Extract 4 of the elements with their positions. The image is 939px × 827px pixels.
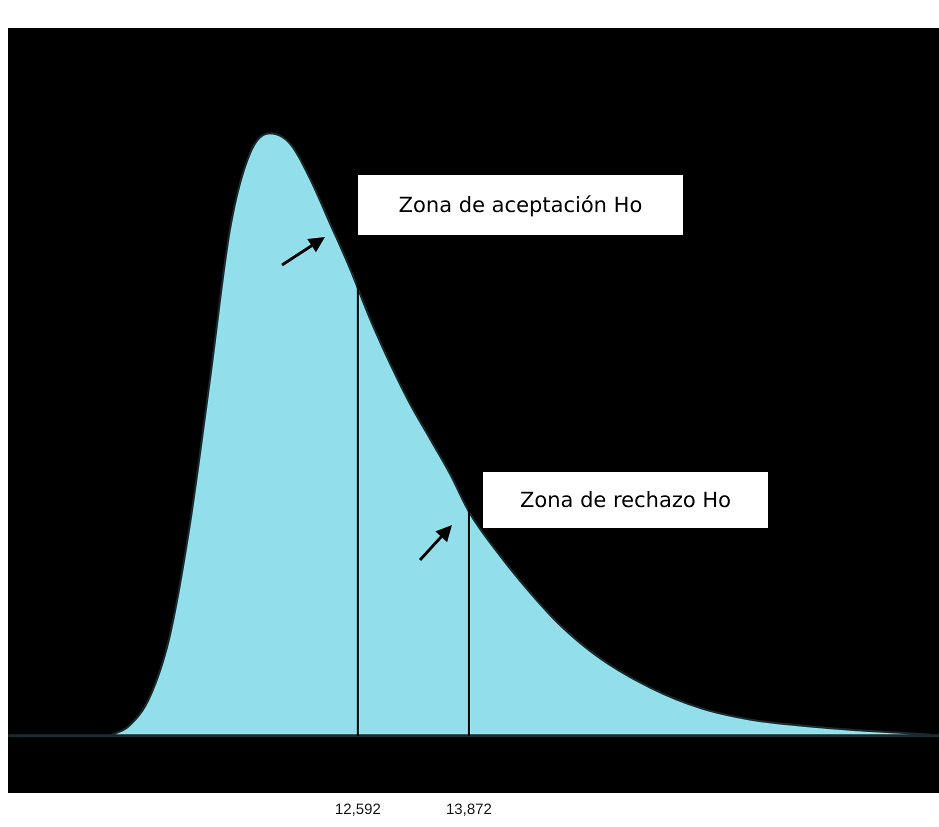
text-box: Zona de aceptación Ho — [358, 175, 683, 235]
x-tick-label: 12,592 — [334, 801, 381, 818]
text-box: Zona de rechazo Ho — [483, 472, 768, 528]
x-tick-label: 13,872 — [446, 801, 492, 818]
